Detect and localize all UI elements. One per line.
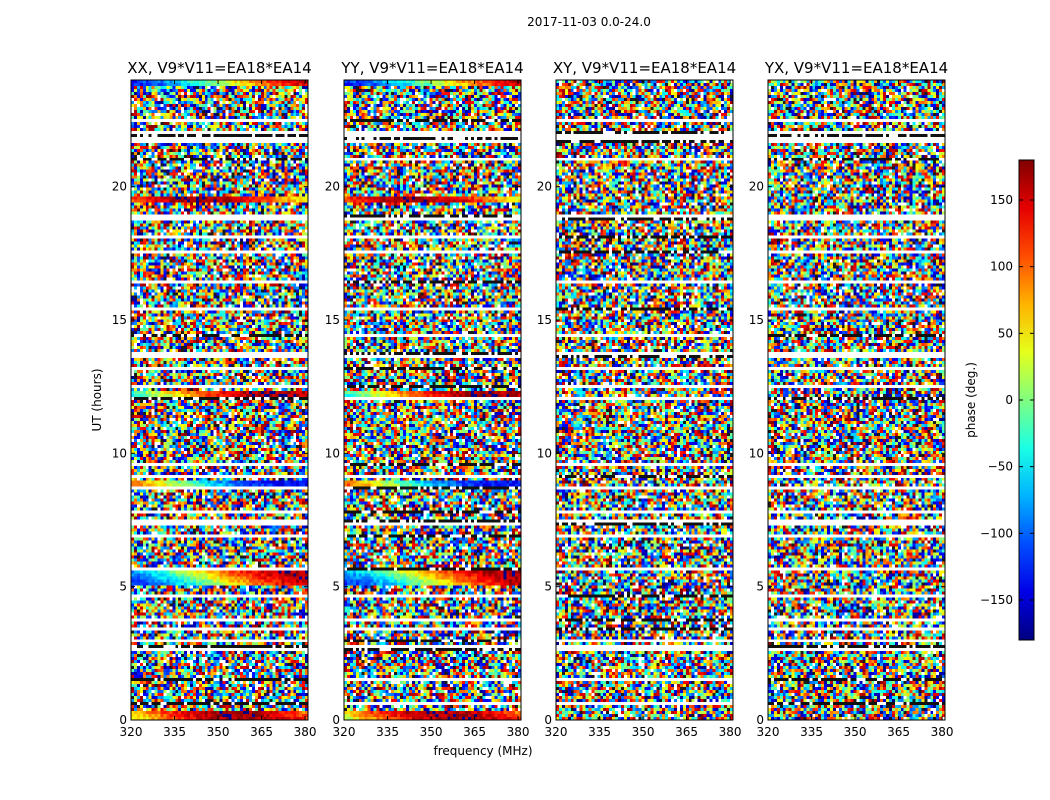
x-tick-label: 380	[931, 725, 954, 739]
panel-title: YX, V9*V11=EA18*EA14	[764, 59, 948, 77]
colorbar-tick-label: 150	[990, 193, 1013, 207]
y-tick-label: 10	[537, 446, 552, 460]
axes-frame	[343, 79, 522, 721]
y-tick-label: 20	[749, 180, 764, 194]
x-tick-label: 335	[800, 725, 823, 739]
panel-title: XX, V9*V11=EA18*EA14	[127, 59, 311, 77]
panel-yy: YY, V9*V11=EA18*EA14 320 335 350 365 380 0 5 10 1…	[325, 59, 530, 739]
y-tick-label: 15	[112, 313, 127, 327]
panel-xx: XX, V9*V11=EA18*EA14 320 335 350 365 380 0 5 10 1…	[112, 59, 317, 739]
x-tick-label: 350	[844, 725, 867, 739]
axes-frame	[130, 79, 309, 721]
y-tick-label: 15	[749, 313, 764, 327]
y-tick-label: 20	[537, 180, 552, 194]
y-tick-label: 10	[112, 446, 127, 460]
panel-xy: XY, V9*V11=EA18*EA14 320 335 350 365 380 0 5 10 1…	[537, 59, 742, 739]
colorbar-tick-label: −150	[980, 593, 1013, 607]
y-tick-label: 20	[112, 180, 127, 194]
colorbar-tick-label: −100	[980, 526, 1013, 540]
x-tick-label: 350	[420, 725, 443, 739]
colorbar-tick-label: 50	[998, 326, 1013, 340]
x-tick-label: 380	[719, 725, 742, 739]
y-tick-label: 0	[756, 713, 764, 727]
x-tick-label: 365	[887, 725, 910, 739]
axes-frame	[555, 79, 734, 721]
panel-yx: YX, V9*V11=EA18*EA14 320 335 350 365 380 0 5 10 1…	[749, 59, 954, 739]
phase-heatmap-yy	[344, 80, 521, 720]
y-tick-label: 0	[332, 713, 340, 727]
x-axis-label: frequency (MHz)	[433, 744, 532, 758]
y-tick-label: 5	[544, 580, 552, 594]
phase-heatmap-yx	[768, 80, 945, 720]
y-tick-label: 0	[544, 713, 552, 727]
y-tick-label: 5	[332, 580, 340, 594]
phase-heatmap-xx	[131, 80, 308, 720]
panels: XX, V9*V11=EA18*EA14 320 335 350 365 380 0 5 10 1…	[90, 59, 954, 758]
y-tick-label: 5	[119, 580, 127, 594]
y-tick-label: 15	[537, 313, 552, 327]
x-tick-label: 350	[207, 725, 230, 739]
y-tick-label: 15	[325, 313, 340, 327]
y-tick-label: 20	[325, 180, 340, 194]
x-tick-label: 335	[163, 725, 186, 739]
x-tick-label: 365	[250, 725, 273, 739]
x-tick-label: 320	[120, 725, 143, 739]
x-tick-label: 320	[545, 725, 568, 739]
phase-heatmap-xy	[556, 80, 733, 720]
x-tick-label: 350	[632, 725, 655, 739]
y-tick-label: 10	[749, 446, 764, 460]
colorbar-tick-label: 100	[990, 260, 1013, 274]
panel-title: XY, V9*V11=EA18*EA14	[553, 59, 736, 77]
x-tick-label: 365	[675, 725, 698, 739]
axes-frame	[767, 79, 946, 721]
colorbar-tick-label: −50	[988, 460, 1013, 474]
y-tick-label: 5	[756, 580, 764, 594]
x-tick-label: 380	[294, 725, 317, 739]
x-tick-label: 320	[757, 725, 780, 739]
x-tick-label: 380	[507, 725, 530, 739]
x-tick-label: 365	[463, 725, 486, 739]
x-tick-label: 335	[376, 725, 399, 739]
colorbar: 150 100 50 0 −50 −100 −150 phase (deg.)	[964, 159, 1035, 641]
x-tick-label: 320	[333, 725, 356, 739]
figure-suptitle: 2017-11-03 0.0-24.0	[527, 15, 651, 29]
y-tick-label: 0	[119, 713, 127, 727]
panel-title: YY, V9*V11=EA18*EA14	[340, 59, 523, 77]
colorbar-label: phase (deg.)	[964, 362, 978, 438]
y-axis-label: UT (hours)	[90, 368, 104, 431]
colorbar-tick-label: 0	[1005, 393, 1013, 407]
x-tick-label: 335	[588, 725, 611, 739]
y-tick-label: 10	[325, 446, 340, 460]
